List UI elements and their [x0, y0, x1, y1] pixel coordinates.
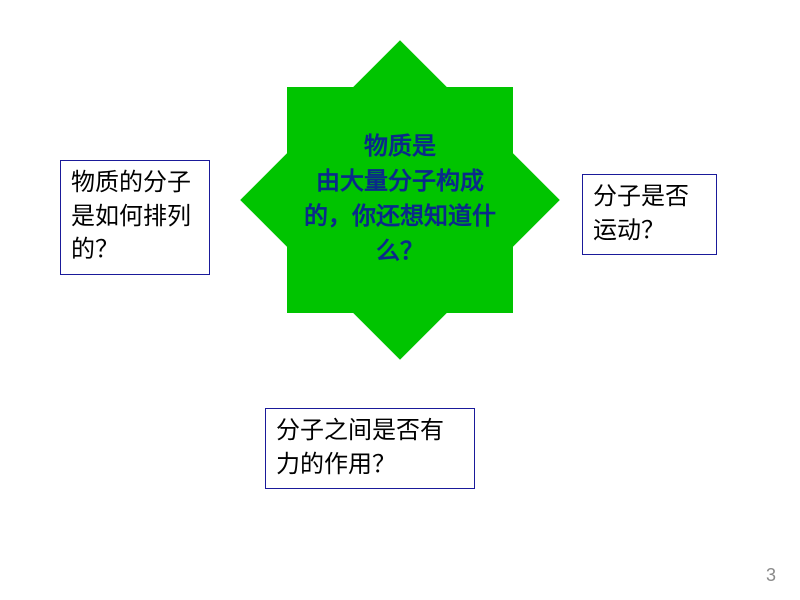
question-box-bottom: 分子之间是否有力的作用？	[265, 408, 475, 489]
question-box-right-text: 分子是否运动？	[593, 184, 689, 244]
question-box-left: 物质的分子是如何排列的？	[60, 160, 210, 275]
center-star-text: 物质是由大量分子构成的，你还想知道什么？	[240, 40, 560, 360]
page-number: 3	[766, 565, 776, 586]
center-star: 物质是由大量分子构成的，你还想知道什么？	[240, 40, 560, 360]
question-box-bottom-text: 分子之间是否有力的作用？	[276, 418, 444, 478]
question-box-right: 分子是否运动？	[582, 174, 717, 255]
question-box-left-text: 物质的分子是如何排列的？	[71, 170, 191, 263]
